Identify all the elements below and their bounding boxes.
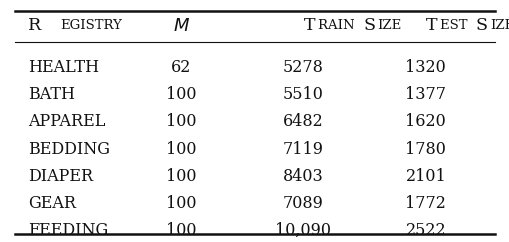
Text: DIAPER: DIAPER bbox=[28, 168, 93, 185]
Text: 5278: 5278 bbox=[282, 59, 323, 76]
Text: T: T bbox=[303, 17, 315, 34]
Text: RAIN: RAIN bbox=[317, 19, 358, 32]
Text: 100: 100 bbox=[165, 195, 196, 212]
Text: BATH: BATH bbox=[28, 86, 75, 103]
Text: 100: 100 bbox=[165, 113, 196, 130]
Text: 1377: 1377 bbox=[405, 86, 445, 103]
Text: IZE: IZE bbox=[377, 19, 401, 32]
Text: 100: 100 bbox=[165, 141, 196, 158]
Text: BEDDING: BEDDING bbox=[28, 141, 110, 158]
Text: 2522: 2522 bbox=[405, 222, 445, 239]
Text: T: T bbox=[425, 17, 437, 34]
Text: 10,090: 10,090 bbox=[275, 222, 331, 239]
Text: APPAREL: APPAREL bbox=[28, 113, 105, 130]
Text: 8403: 8403 bbox=[282, 168, 323, 185]
Text: 62: 62 bbox=[171, 59, 191, 76]
Text: HEALTH: HEALTH bbox=[28, 59, 99, 76]
Text: S: S bbox=[475, 17, 487, 34]
Text: 7089: 7089 bbox=[282, 195, 323, 212]
Text: R: R bbox=[28, 17, 41, 34]
Text: 1620: 1620 bbox=[405, 113, 445, 130]
Text: 2101: 2101 bbox=[405, 168, 445, 185]
Text: 100: 100 bbox=[165, 86, 196, 103]
Text: GEAR: GEAR bbox=[28, 195, 76, 212]
Text: 1320: 1320 bbox=[405, 59, 445, 76]
Text: IZE: IZE bbox=[489, 19, 509, 32]
Text: 1780: 1780 bbox=[405, 141, 445, 158]
Text: 6482: 6482 bbox=[282, 113, 323, 130]
Text: 7119: 7119 bbox=[282, 141, 323, 158]
Text: 100: 100 bbox=[165, 222, 196, 239]
Text: 5510: 5510 bbox=[282, 86, 323, 103]
Text: EGISTRY: EGISTRY bbox=[60, 19, 122, 32]
Text: S: S bbox=[362, 17, 375, 34]
Text: $M$: $M$ bbox=[172, 17, 189, 35]
Text: 100: 100 bbox=[165, 168, 196, 185]
Text: EST: EST bbox=[439, 19, 471, 32]
Text: FEEDING: FEEDING bbox=[28, 222, 108, 239]
Text: 1772: 1772 bbox=[405, 195, 445, 212]
